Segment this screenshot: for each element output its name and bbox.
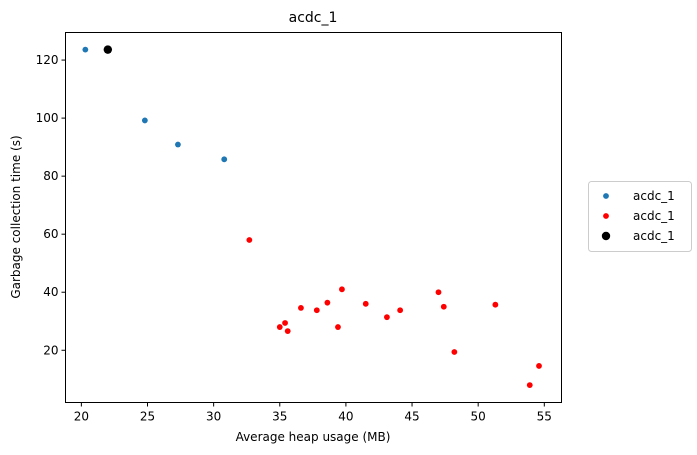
scatter-point xyxy=(82,46,89,53)
scatter-point xyxy=(103,45,113,54)
scatter-point xyxy=(435,289,442,296)
scatter-point xyxy=(362,300,369,307)
chart-title: acdc_1 xyxy=(289,10,338,26)
y-tick-label: 60 xyxy=(43,227,58,241)
x-tick-label: 25 xyxy=(140,410,155,424)
x-tick-label: 55 xyxy=(537,410,552,424)
y-tick-label: 40 xyxy=(43,285,58,299)
scatter-point xyxy=(492,301,499,308)
scatter-point xyxy=(440,303,447,310)
legend-marker xyxy=(603,213,609,219)
legend-marker xyxy=(601,231,611,241)
x-tick-label: 40 xyxy=(338,410,353,424)
y-tick-label: 20 xyxy=(43,343,58,357)
x-tick-label: 30 xyxy=(206,410,221,424)
y-axis-ticks: 20 40 60 80 100 120 xyxy=(36,53,66,357)
scatter-point xyxy=(246,237,253,243)
legend-label: acdc_1 xyxy=(633,229,675,243)
x-axis-label: Average heap usage (MB) xyxy=(236,430,391,444)
legend: acdc_1 acdc_1 acdc_1 xyxy=(588,181,692,252)
x-tick-label: 20 xyxy=(74,410,89,424)
scatter-point xyxy=(221,156,228,163)
legend-label: acdc_1 xyxy=(633,209,675,223)
x-tick-label: 45 xyxy=(404,410,419,424)
scatter-point xyxy=(526,382,533,388)
legend-frame xyxy=(588,181,692,252)
scatter-point xyxy=(141,117,148,124)
scatter-point xyxy=(536,363,542,369)
scatter-point xyxy=(284,328,291,335)
x-tick-label: 50 xyxy=(471,410,486,424)
scatter-point xyxy=(451,349,458,355)
legend-marker xyxy=(603,193,609,199)
scatter-point xyxy=(282,320,288,326)
plot-area xyxy=(65,32,562,403)
scatter-point xyxy=(335,324,341,330)
y-axis-label: Garbage collection time (s) xyxy=(9,135,23,298)
legend-label: acdc_1 xyxy=(633,189,675,203)
scatter-point xyxy=(384,314,390,321)
y-tick-label: 120 xyxy=(36,53,59,67)
scatter-point xyxy=(324,299,331,306)
x-tick-label: 35 xyxy=(272,410,287,424)
scatter-point xyxy=(397,307,404,314)
data-points xyxy=(82,45,542,388)
x-axis-ticks: 20 25 30 35 40 45 50 55 xyxy=(74,402,552,424)
scatter-point xyxy=(298,304,304,311)
scatter-point xyxy=(313,307,320,314)
y-tick-label: 80 xyxy=(43,169,58,183)
scatter-point xyxy=(339,286,345,293)
scatter-point xyxy=(175,141,181,148)
scatter-point xyxy=(276,324,283,330)
y-tick-label: 100 xyxy=(36,111,59,125)
